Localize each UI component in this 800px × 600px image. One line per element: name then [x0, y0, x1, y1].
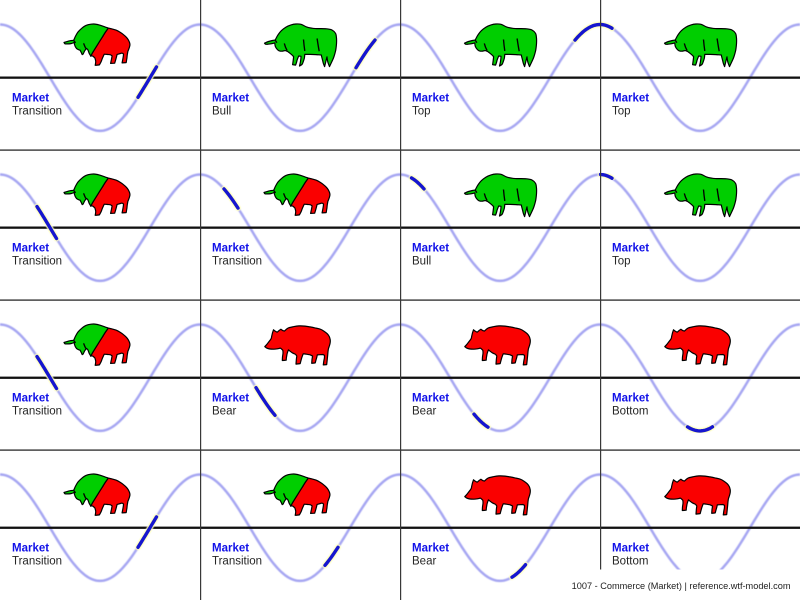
svg-text:Market: Market [612, 393, 649, 405]
svg-text:Market: Market [612, 243, 649, 255]
svg-text:Transition: Transition [12, 106, 62, 118]
svg-text:Market: Market [612, 543, 649, 555]
svg-text:Transition: Transition [12, 406, 62, 418]
svg-text:Market: Market [12, 243, 49, 255]
svg-text:Market: Market [412, 393, 449, 405]
svg-text:Bottom: Bottom [612, 556, 648, 568]
svg-text:Market: Market [412, 93, 449, 105]
svg-text:Top: Top [412, 106, 431, 118]
svg-text:Market: Market [412, 543, 449, 555]
svg-text:Market: Market [212, 93, 249, 105]
svg-text:Top: Top [612, 256, 631, 268]
svg-text:Market: Market [212, 393, 249, 405]
svg-text:Bull: Bull [212, 106, 231, 118]
svg-text:Transition: Transition [12, 256, 62, 268]
svg-text:Transition: Transition [12, 556, 62, 568]
svg-text:Bear: Bear [212, 406, 236, 418]
svg-text:Market: Market [12, 393, 49, 405]
svg-text:Bear: Bear [412, 556, 436, 568]
svg-text:Bull: Bull [412, 256, 431, 268]
svg-text:Bottom: Bottom [612, 406, 648, 418]
svg-text:Top: Top [612, 106, 631, 118]
svg-text:Bear: Bear [412, 406, 436, 418]
svg-text:Market: Market [412, 243, 449, 255]
svg-text:Market: Market [12, 93, 49, 105]
svg-text:1007 - Commerce (Market) | ref: 1007 - Commerce (Market) | reference.wtf… [572, 581, 791, 591]
svg-text:Market: Market [212, 543, 249, 555]
svg-text:Transition: Transition [212, 556, 262, 568]
svg-text:Market: Market [612, 93, 649, 105]
svg-text:Market: Market [12, 543, 49, 555]
svg-text:Transition: Transition [212, 256, 262, 268]
svg-text:Market: Market [212, 243, 249, 255]
